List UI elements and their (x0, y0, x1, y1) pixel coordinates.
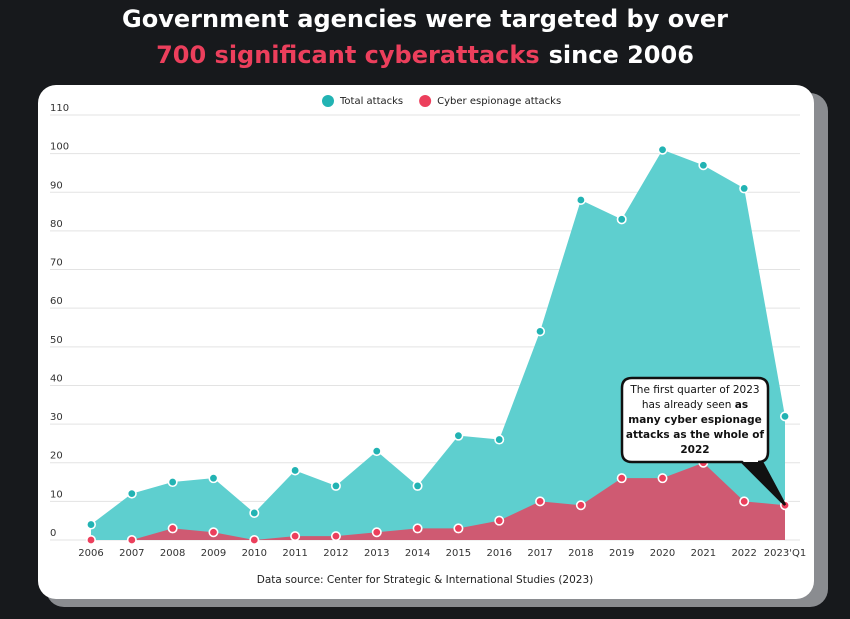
point (412, 480, 423, 491)
point (371, 527, 382, 538)
chart-title: Government agencies were targeted by ove… (122, 5, 728, 33)
y-tick-label: 10 (50, 489, 63, 500)
point (575, 195, 586, 206)
point (330, 531, 341, 542)
point (208, 473, 219, 484)
point (453, 430, 464, 441)
y-tick-label: 100 (50, 142, 69, 153)
annotation-pointer (742, 462, 785, 505)
x-tick-label: 2007 (119, 548, 144, 559)
chart-subtitle: 700 significant cyberattacks since 2006 (156, 41, 694, 69)
x-tick-label: 2006 (78, 548, 103, 559)
x-tick-label: 2009 (201, 548, 226, 559)
legend-label: Total attacks (339, 96, 403, 107)
point (779, 411, 790, 422)
point (535, 326, 546, 337)
point (494, 515, 505, 526)
x-tick-label: 2020 (650, 548, 675, 559)
point (86, 534, 97, 545)
title-rest: since 2006 (549, 41, 694, 69)
y-tick-label: 70 (50, 258, 63, 269)
point (739, 183, 750, 194)
annotation-text: The first quarter of 2023 has already se… (630, 384, 760, 411)
point (616, 473, 627, 484)
x-tick-label: 2023'Q1 (764, 548, 806, 559)
point (290, 531, 301, 542)
point (330, 480, 341, 491)
x-tick-label: 2015 (446, 548, 471, 559)
point (453, 523, 464, 534)
point (535, 496, 546, 507)
point (371, 446, 382, 457)
y-tick-label: 0 (50, 528, 56, 539)
x-tick-label: 2022 (731, 548, 756, 559)
y-tick-label: 110 (50, 103, 69, 114)
point (208, 527, 219, 538)
x-tick-label: 2018 (568, 548, 593, 559)
y-tick-label: 30 (50, 412, 63, 423)
plot: 0 10 20 30 40 50 60 70 80 90 100 110 2006 2007 2008 200… (50, 103, 806, 559)
legend-label: Cyber espionage attacks (437, 96, 561, 107)
x-tick-label: 2013 (364, 548, 389, 559)
y-tick-label: 90 (50, 180, 63, 191)
point (657, 144, 668, 155)
x-tick-label: 2008 (160, 548, 185, 559)
y-tick-label: 60 (50, 296, 63, 307)
title-highlight: 700 significant cyberattacks (156, 41, 540, 69)
annotation: The first quarter of 2023 has already se… (624, 383, 766, 458)
point (494, 434, 505, 445)
point (167, 523, 178, 534)
point (126, 534, 137, 545)
point (575, 500, 586, 511)
x-tick-label: 2021 (691, 548, 716, 559)
x-tick-label: 2011 (282, 548, 307, 559)
legend-marker (419, 95, 432, 107)
area (91, 149, 785, 541)
y-tick-label: 50 (50, 335, 63, 346)
point (698, 160, 709, 171)
x-tick-label: 2010 (242, 548, 267, 559)
y-tick-label: 20 (50, 451, 63, 462)
source: Data source: Center for Strategic & Inte… (257, 574, 594, 586)
legend-marker (322, 95, 334, 107)
area (91, 462, 785, 540)
y-tick-label: 40 (50, 373, 63, 384)
x-tick-label: 2016 (487, 548, 512, 559)
y-tick-label: 80 (50, 219, 63, 230)
legend: Total attacks Cyber espionage attacks (322, 95, 561, 107)
point (167, 477, 178, 488)
annotation-bold: as many cyber espionage attacks as the w… (625, 399, 765, 456)
point (86, 519, 97, 530)
annotation-box: The first quarter of 2023 has already se… (624, 383, 766, 458)
point (126, 488, 137, 499)
point (249, 534, 260, 545)
x-tick-label: 2019 (609, 548, 634, 559)
x-tick-label: 2014 (405, 548, 430, 559)
point (412, 523, 423, 534)
x-tick-label: 2017 (527, 548, 552, 559)
point (616, 214, 627, 225)
point (290, 465, 301, 476)
x-tick-label: 2012 (323, 548, 348, 559)
point (739, 496, 750, 507)
point (657, 473, 668, 484)
point (249, 507, 260, 518)
